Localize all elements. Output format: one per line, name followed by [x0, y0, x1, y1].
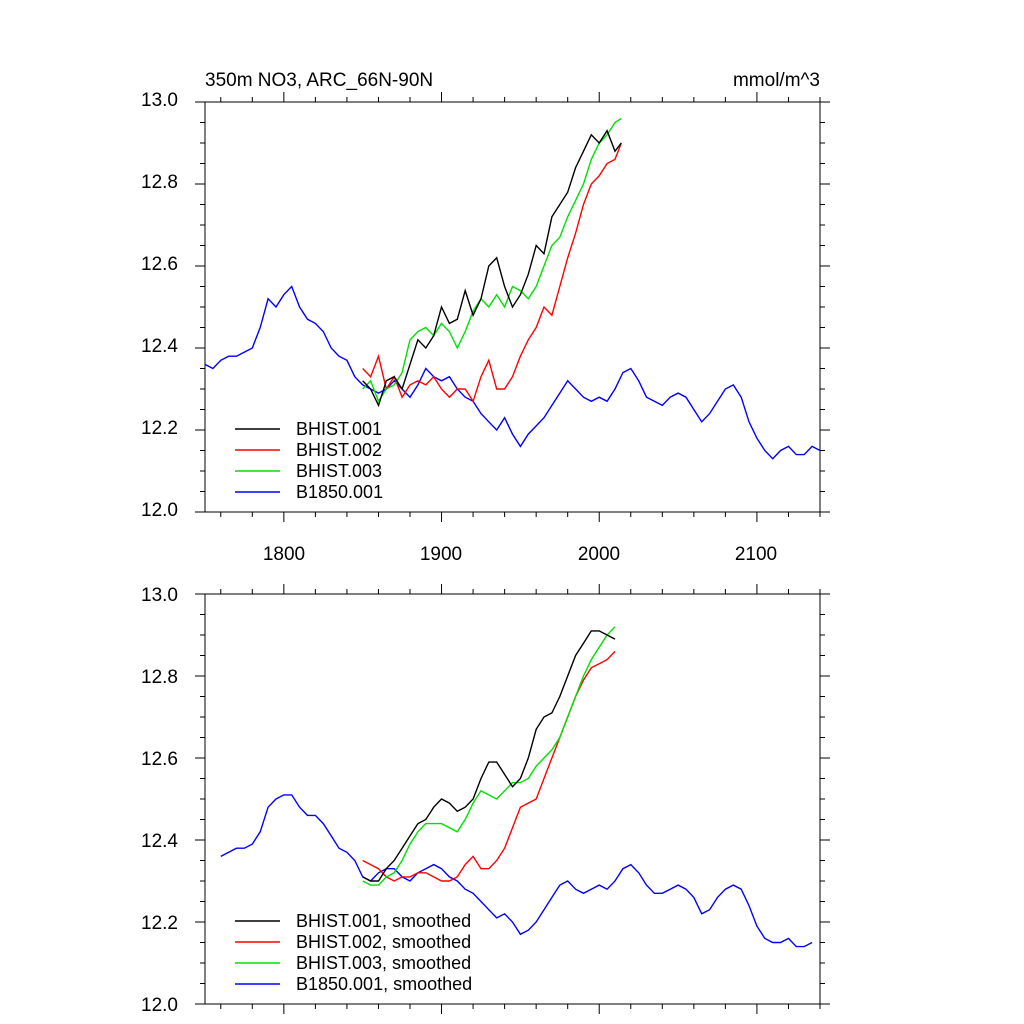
series-line-bhist-001-smoothed [362, 630, 616, 882]
legend-label: BHIST.003, smoothed [296, 953, 471, 973]
y-tick-label: 12.4 [141, 831, 178, 852]
panel-bottom-series [220, 626, 813, 948]
legend-label: BHIST.003 [296, 461, 382, 481]
legend-label: B1850.001, smoothed [296, 974, 472, 994]
panel-top-y-tick-labels: 12.0 12.2 12.4 12.6 12.8 13.0 [141, 90, 178, 521]
y-tick-label: 12.8 [141, 172, 178, 193]
legend-label: B1850.001 [296, 482, 383, 502]
legend-label: BHIST.001, smoothed [296, 911, 471, 931]
x-tick-label: 2000 [578, 544, 620, 565]
y-tick-label: 12.6 [141, 254, 178, 275]
panel-top-title: 350m NO3, ARC_66N-90N [205, 70, 433, 91]
panel-bottom-y-tick-labels: 12.0 12.2 12.4 12.6 12.8 13.0 [141, 585, 178, 1016]
x-tick-label: 2100 [735, 544, 777, 565]
series-line-b1850-001 [204, 285, 821, 460]
y-tick-label: 12.2 [141, 418, 178, 439]
y-tick-label: 12.2 [141, 913, 178, 934]
series-line-bhist-002 [362, 142, 622, 403]
panel-top-units: mmol/m^3 [733, 70, 820, 91]
x-tick-label: 1900 [420, 544, 462, 565]
panel-top: 350m NO3, ARC_66N-90N mmol/m^3 12.0 12.2… [141, 70, 830, 565]
series-line-bhist-003 [362, 117, 622, 403]
panel-top-x-tick-labels: 1800 1900 2000 2100 [263, 544, 777, 565]
series-line-bhist-003-smoothed [362, 626, 616, 886]
y-tick-label: 12.4 [141, 336, 178, 357]
y-tick-label: 12.6 [141, 749, 178, 770]
panel-bottom: 12.0 12.2 12.4 12.6 12.8 13.0 BHIST.001,… [141, 584, 830, 1016]
y-tick-label: 13.0 [141, 585, 178, 606]
legend-label: BHIST.002, smoothed [296, 932, 471, 952]
y-tick-label: 13.0 [141, 90, 178, 111]
y-tick-label: 12.0 [141, 500, 178, 521]
legend-label: BHIST.002 [296, 440, 382, 460]
panel-top-series [204, 117, 821, 460]
panel-top-ticks [195, 92, 830, 522]
panel-bottom-ticks [195, 584, 830, 1014]
panel-bottom-legend: BHIST.001, smoothed BHIST.002, smoothed … [235, 911, 472, 994]
series-line-bhist-001 [362, 129, 622, 408]
series-line-b1850-001-smoothed [220, 794, 813, 948]
legend-label: BHIST.001 [296, 419, 382, 439]
y-tick-label: 12.8 [141, 667, 178, 688]
y-tick-label: 12.0 [141, 995, 178, 1016]
x-tick-label: 1800 [263, 544, 305, 565]
panel-top-legend: BHIST.001 BHIST.002 BHIST.003 B1850.001 [235, 419, 383, 502]
